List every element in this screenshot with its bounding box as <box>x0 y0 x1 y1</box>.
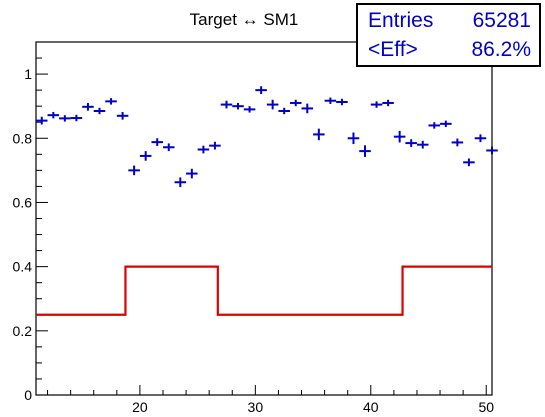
data-point <box>255 86 267 94</box>
data-point <box>336 98 348 106</box>
x-tick-label: 40 <box>363 399 379 415</box>
y-tick-label: 0.6 <box>13 194 33 210</box>
data-point <box>451 138 464 147</box>
data-point <box>232 102 244 110</box>
data-point <box>474 134 487 143</box>
x-tick-label: 30 <box>248 399 264 415</box>
data-point <box>486 146 498 155</box>
stats-row-entries: Entries 65281 <box>368 9 531 37</box>
data-point <box>405 139 417 147</box>
entries-value: 65281 <box>472 9 531 32</box>
data-point <box>359 145 371 157</box>
stats-row-eff: <Eff> 86.2% <box>368 38 531 66</box>
data-point <box>186 168 198 179</box>
data-point <box>382 99 394 107</box>
efficiency-points <box>36 86 498 188</box>
data-point <box>301 103 314 114</box>
data-point <box>313 128 325 141</box>
eff-label: <Eff> <box>368 38 418 61</box>
y-tick-label: 0.4 <box>13 259 33 275</box>
data-point <box>174 177 187 188</box>
tick-labels: 0 0.2 0.4 0.6 0.8 1 20 30 40 50 <box>13 66 495 415</box>
data-point <box>209 141 221 150</box>
data-point <box>370 101 383 108</box>
axes-ticks <box>36 41 487 396</box>
step-line <box>36 265 492 316</box>
data-point <box>220 100 233 109</box>
data-point <box>47 111 60 119</box>
entries-label: Entries <box>368 9 434 32</box>
data-point <box>393 130 406 143</box>
data-point <box>139 151 152 161</box>
plot-frame <box>35 41 493 396</box>
data-point <box>324 97 337 104</box>
data-point <box>243 106 256 113</box>
x-tick-label: 20 <box>132 399 148 415</box>
data-point <box>151 138 163 146</box>
data-point <box>289 99 302 107</box>
data-point <box>428 122 441 129</box>
data-point <box>70 114 83 122</box>
data-point <box>440 120 452 128</box>
data-point <box>266 99 279 110</box>
y-tick-label: 0 <box>24 387 32 403</box>
data-point <box>463 158 475 167</box>
data-point <box>59 115 71 122</box>
reference-step-line <box>36 265 492 316</box>
chart-title: Target ↔ SM1 <box>190 10 299 29</box>
data-point <box>93 107 106 115</box>
eff-value: 86.2% <box>471 38 531 61</box>
data-point <box>197 145 210 154</box>
data-point <box>36 116 48 125</box>
data-point <box>128 165 140 176</box>
data-point <box>105 98 117 105</box>
y-tick-label: 0.2 <box>13 323 33 339</box>
data-point <box>162 143 175 152</box>
data-point <box>82 102 94 111</box>
y-tick-label: 0.8 <box>13 130 33 146</box>
data-point <box>116 111 129 120</box>
data-point <box>416 140 429 149</box>
data-point <box>347 132 360 145</box>
x-tick-label: 50 <box>478 399 494 415</box>
stats-box: Entries 65281 <Eff> 86.2% <box>356 3 541 67</box>
data-point <box>278 107 290 115</box>
y-tick-label: 1 <box>24 66 32 82</box>
